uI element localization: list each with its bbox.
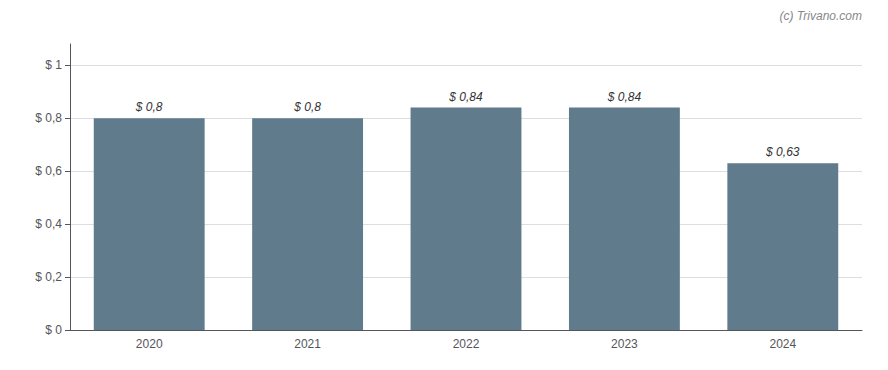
svg-text:2020: 2020: [136, 337, 163, 351]
svg-text:(c) Trivano.com: (c) Trivano.com: [780, 9, 862, 23]
svg-text:$ 0: $ 0: [45, 323, 62, 337]
svg-text:$ 0,8: $ 0,8: [293, 100, 321, 114]
svg-text:$ 0,63: $ 0,63: [765, 145, 800, 159]
svg-text:$ 0,84: $ 0,84: [448, 90, 483, 104]
svg-text:2021: 2021: [294, 337, 321, 351]
svg-text:2024: 2024: [769, 337, 796, 351]
svg-text:2022: 2022: [453, 337, 480, 351]
svg-text:$ 0,84: $ 0,84: [607, 90, 642, 104]
svg-text:$ 1: $ 1: [45, 58, 62, 72]
svg-text:$ 0,2: $ 0,2: [35, 270, 62, 284]
svg-text:$ 0,8: $ 0,8: [135, 100, 163, 114]
svg-text:$ 0,6: $ 0,6: [35, 164, 62, 178]
svg-text:2023: 2023: [611, 337, 638, 351]
svg-text:$ 0,8: $ 0,8: [35, 111, 62, 125]
svg-text:$ 0,4: $ 0,4: [35, 217, 62, 231]
